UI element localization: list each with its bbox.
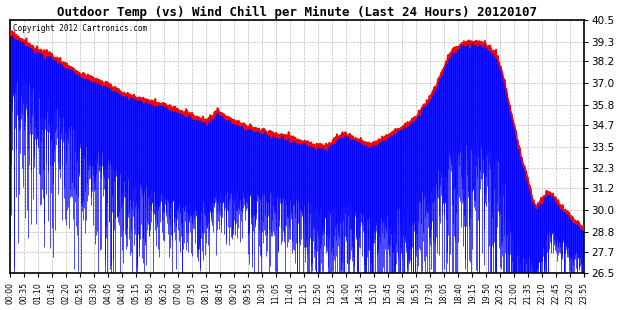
Text: Copyright 2012 Cartronics.com: Copyright 2012 Cartronics.com bbox=[13, 24, 147, 33]
Title: Outdoor Temp (vs) Wind Chill per Minute (Last 24 Hours) 20120107: Outdoor Temp (vs) Wind Chill per Minute … bbox=[57, 6, 537, 19]
